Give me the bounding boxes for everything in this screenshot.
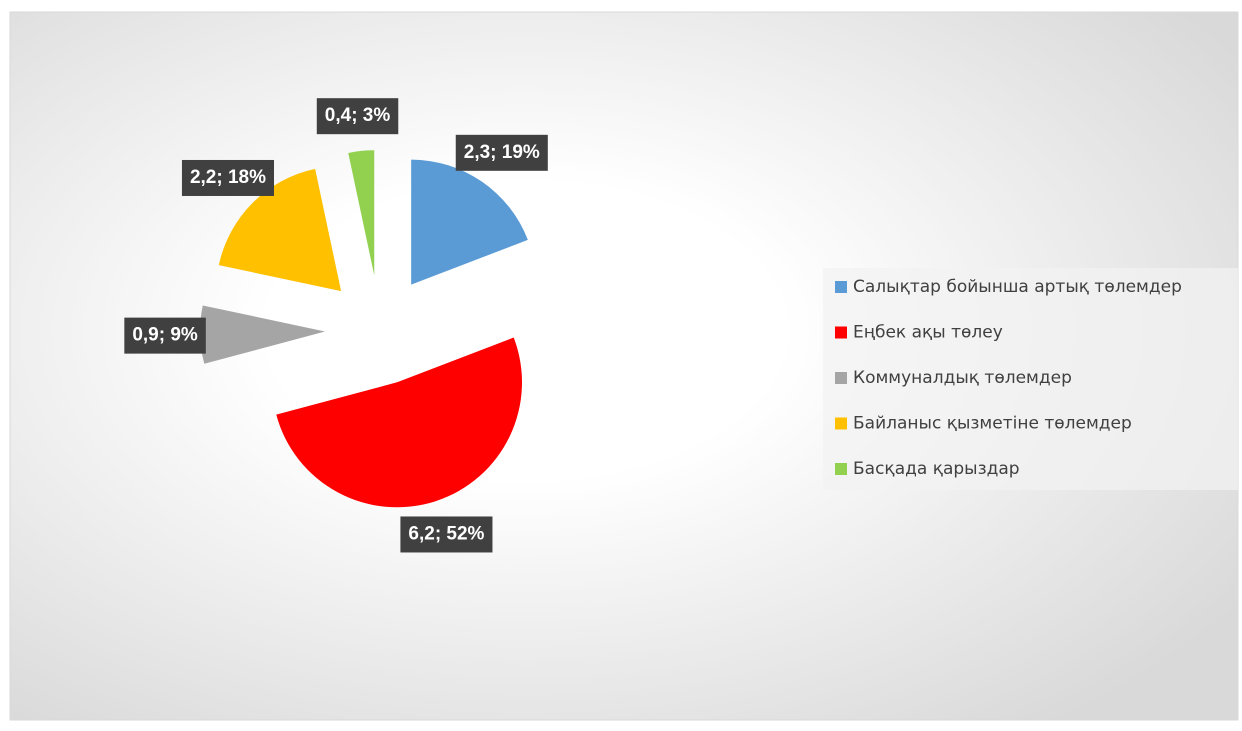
legend-label: Басқада қарыздар <box>853 459 1020 479</box>
pie-slice <box>200 305 326 364</box>
legend-swatch <box>835 463 847 475</box>
pie-slice <box>348 150 375 276</box>
data-label: 0,9; 9% <box>132 325 198 346</box>
legend-box <box>823 268 1238 490</box>
data-label-box <box>316 98 399 135</box>
legend-swatch <box>835 281 847 293</box>
data-label-box <box>124 317 206 354</box>
legend-label: Коммуналдық төлемдер <box>853 368 1072 388</box>
legend-swatch <box>835 326 847 339</box>
pie-slice <box>411 159 528 285</box>
legend-swatch <box>835 372 847 384</box>
data-label-box <box>181 159 274 196</box>
legend-label: Еңбек ақы төлеу <box>853 323 1003 343</box>
data-label: 6,2; 52% <box>408 523 484 544</box>
data-label: 2,2; 18% <box>190 167 266 188</box>
data-label-box <box>455 134 548 171</box>
data-label-box <box>400 516 493 553</box>
legend-swatch <box>835 417 847 430</box>
data-label: 0,4; 3% <box>325 105 391 126</box>
pie-slice <box>276 337 522 508</box>
legend-label: Салықтар бойынша артық төлемдер <box>853 277 1182 297</box>
data-label: 2,3; 19% <box>464 142 540 163</box>
pie-slice <box>218 168 342 292</box>
legend-label: Байланыс қызметіне төлемдер <box>853 414 1132 434</box>
